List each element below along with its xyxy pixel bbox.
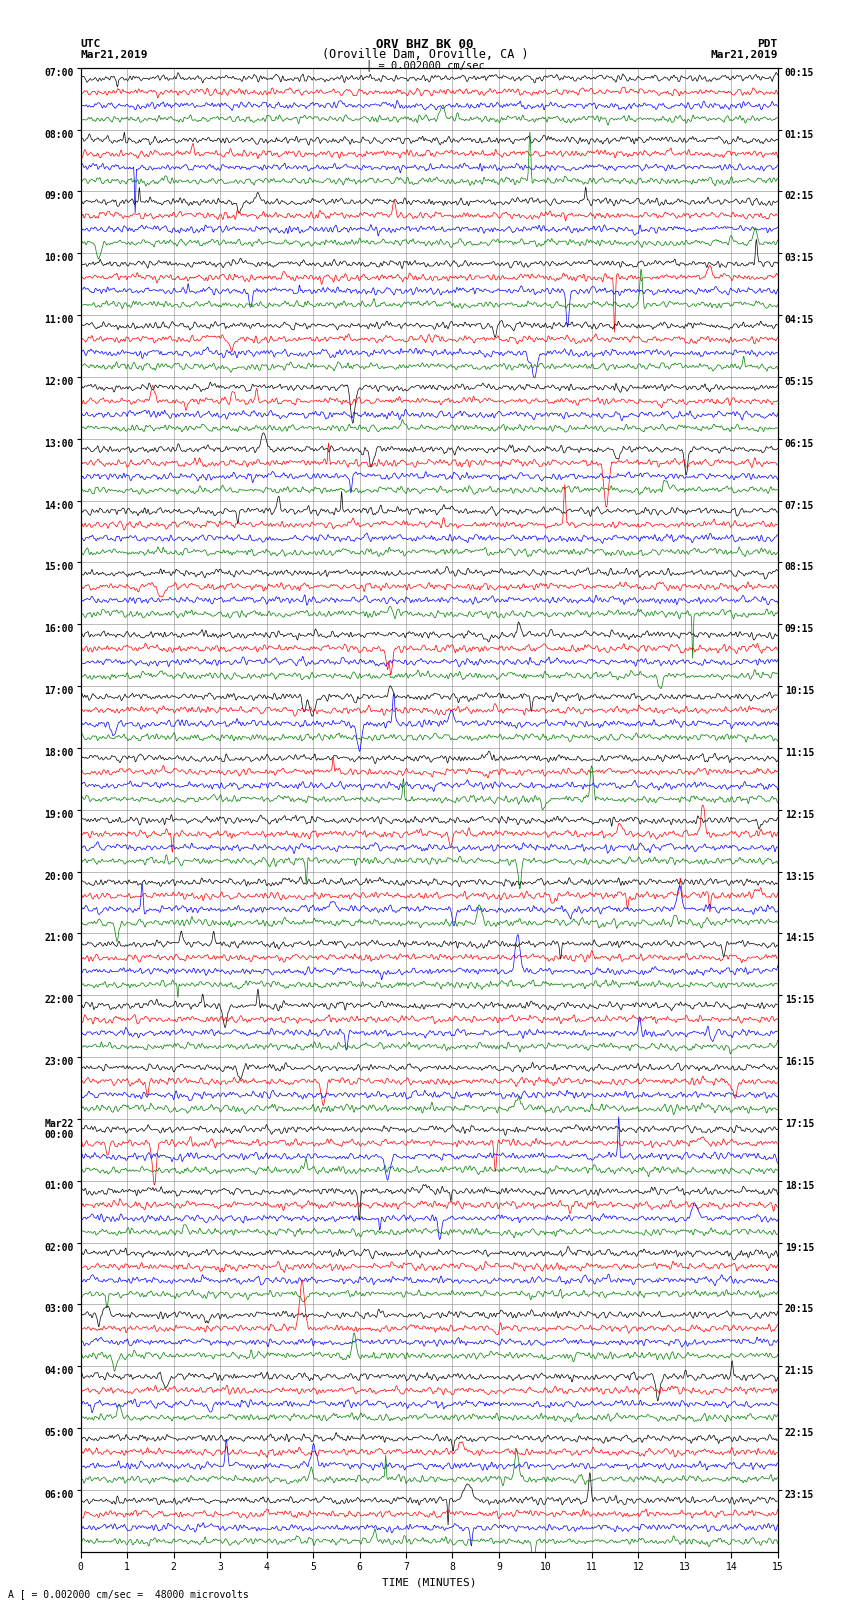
Text: PDT: PDT [757, 39, 778, 50]
Text: ORV BHZ BK 00: ORV BHZ BK 00 [377, 37, 473, 52]
Text: UTC: UTC [81, 39, 101, 50]
Text: │ = 0.002000 cm/sec: │ = 0.002000 cm/sec [366, 60, 484, 71]
Text: Mar21,2019: Mar21,2019 [81, 50, 148, 60]
Text: Mar21,2019: Mar21,2019 [711, 50, 778, 60]
Text: (Oroville Dam, Oroville, CA ): (Oroville Dam, Oroville, CA ) [321, 48, 529, 61]
X-axis label: TIME (MINUTES): TIME (MINUTES) [382, 1578, 477, 1587]
Text: A [ = 0.002000 cm/sec =  48000 microvolts: A [ = 0.002000 cm/sec = 48000 microvolts [8, 1589, 249, 1598]
